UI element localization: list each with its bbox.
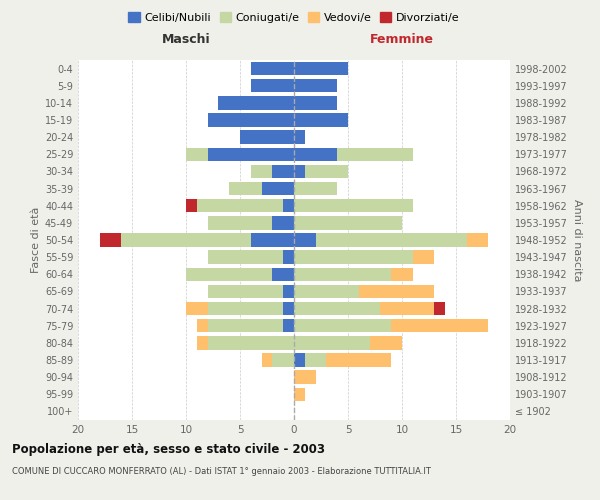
Bar (229, 182, 262, 196)
Text: COMUNE DI CUCCARO MONFERRATO (AL) - Dati ISTAT 1° gennaio 2003 - Elaborazione TU: COMUNE DI CUCCARO MONFERRATO (AL) - Dati… (12, 468, 431, 476)
Bar (294, 182, 337, 196)
Bar (208, 148, 294, 161)
Bar (272, 268, 294, 281)
Bar (294, 114, 348, 126)
Bar (294, 250, 413, 264)
Bar (294, 319, 391, 332)
Bar (283, 199, 294, 212)
Bar (208, 216, 272, 230)
Y-axis label: Fasce di età: Fasce di età (31, 207, 41, 273)
Bar (316, 234, 467, 246)
Bar (100, 234, 121, 246)
Bar (197, 336, 208, 349)
Bar (294, 268, 391, 281)
Bar (251, 79, 294, 92)
Bar (186, 268, 272, 281)
Text: Popolazione per età, sesso e stato civile - 2003: Popolazione per età, sesso e stato civil… (12, 442, 325, 456)
Bar (434, 302, 445, 316)
Bar (218, 96, 294, 110)
Bar (283, 319, 294, 332)
Bar (186, 148, 208, 161)
Text: Femmine: Femmine (370, 34, 434, 46)
Y-axis label: Anni di nascita: Anni di nascita (572, 198, 582, 281)
Bar (251, 164, 272, 178)
Bar (294, 199, 413, 212)
Bar (294, 148, 337, 161)
Bar (197, 199, 283, 212)
Bar (467, 234, 488, 246)
Bar (294, 284, 359, 298)
Bar (380, 302, 434, 316)
Bar (272, 354, 294, 366)
Bar (186, 199, 197, 212)
Bar (305, 164, 348, 178)
Bar (294, 336, 370, 349)
Bar (294, 79, 337, 92)
Bar (240, 130, 294, 144)
Bar (208, 114, 294, 126)
Bar (121, 234, 251, 246)
Bar (294, 62, 348, 76)
Bar (272, 164, 294, 178)
Bar (262, 182, 294, 196)
Bar (197, 319, 208, 332)
Bar (283, 302, 294, 316)
Bar (359, 284, 434, 298)
Bar (283, 250, 294, 264)
Bar (208, 284, 283, 298)
Bar (413, 250, 434, 264)
Bar (391, 319, 488, 332)
Bar (294, 388, 305, 401)
Bar (262, 354, 272, 366)
Bar (208, 336, 294, 349)
Bar (294, 234, 316, 246)
Bar (251, 62, 294, 76)
Bar (294, 164, 305, 178)
Bar (337, 148, 413, 161)
Text: Maschi: Maschi (161, 34, 211, 46)
Bar (294, 96, 337, 110)
Bar (294, 216, 402, 230)
Bar (272, 216, 294, 230)
Bar (294, 130, 305, 144)
Bar (370, 336, 402, 349)
Bar (294, 370, 316, 384)
Legend: Celibi/Nubili, Coniugati/e, Vedovi/e, Divorziati/e: Celibi/Nubili, Coniugati/e, Vedovi/e, Di… (124, 8, 464, 28)
Bar (305, 354, 326, 366)
Bar (251, 234, 294, 246)
Bar (208, 250, 283, 264)
Bar (208, 302, 283, 316)
Bar (283, 284, 294, 298)
Bar (326, 354, 391, 366)
Bar (294, 354, 305, 366)
Bar (391, 268, 413, 281)
Bar (186, 302, 208, 316)
Bar (208, 319, 283, 332)
Bar (294, 302, 380, 316)
